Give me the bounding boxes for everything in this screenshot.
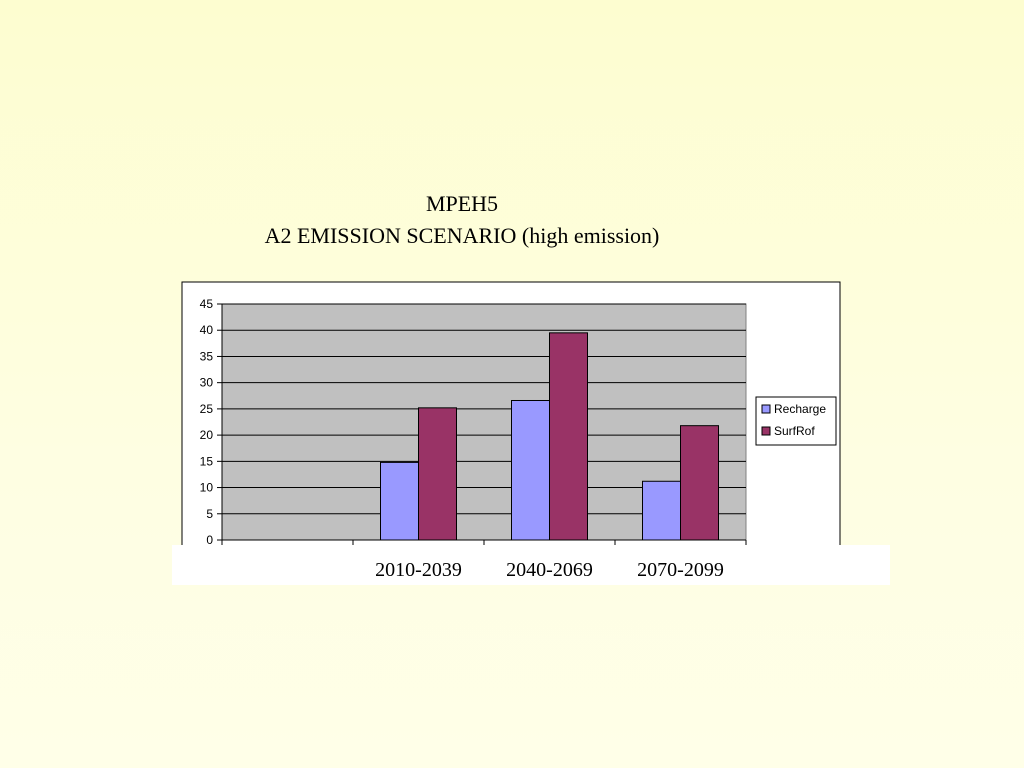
category-label: 2070-2099 [637, 559, 724, 581]
category-labels: 2010-2039 2040-2069 2070-2099 [375, 559, 724, 581]
legend-label: SurfRof [774, 424, 815, 438]
category-label: 2010-2039 [375, 559, 462, 581]
bar-recharge [511, 399, 550, 541]
y-tick-labels: 0 5 10 15 20 25 30 35 40 45 [200, 297, 214, 547]
chart-subtitle: A2 EMISSION SCENARIO (high emission) [264, 223, 660, 248]
y-tick-label: 0 [206, 533, 213, 547]
bar-recharge [642, 480, 681, 541]
bar-surfrof [418, 407, 457, 541]
category-label-band [172, 545, 890, 585]
y-tick-label: 5 [206, 507, 213, 521]
legend-swatch [761, 404, 771, 414]
bars [380, 332, 719, 541]
category-label: 2040-2069 [506, 559, 593, 581]
legend-label: Recharge [774, 402, 826, 416]
legend-swatch [761, 426, 771, 436]
bar-surfrof [680, 425, 719, 541]
y-tick-label: 25 [200, 402, 214, 416]
y-tick-label: 35 [200, 349, 214, 363]
legend: Recharge SurfRof [755, 396, 837, 446]
y-tick-label: 10 [200, 481, 214, 495]
y-tick-label: 45 [200, 297, 214, 311]
y-tick-label: 20 [200, 428, 214, 442]
gridlines [222, 303, 746, 515]
bar-recharge [380, 461, 419, 541]
axes [217, 303, 747, 545]
chart-title: MPEH5 [425, 191, 499, 216]
y-tick-label: 15 [200, 454, 214, 468]
y-tick-label: 30 [200, 376, 214, 390]
bar-surfrof [549, 332, 588, 541]
y-tick-label: 40 [200, 323, 214, 337]
